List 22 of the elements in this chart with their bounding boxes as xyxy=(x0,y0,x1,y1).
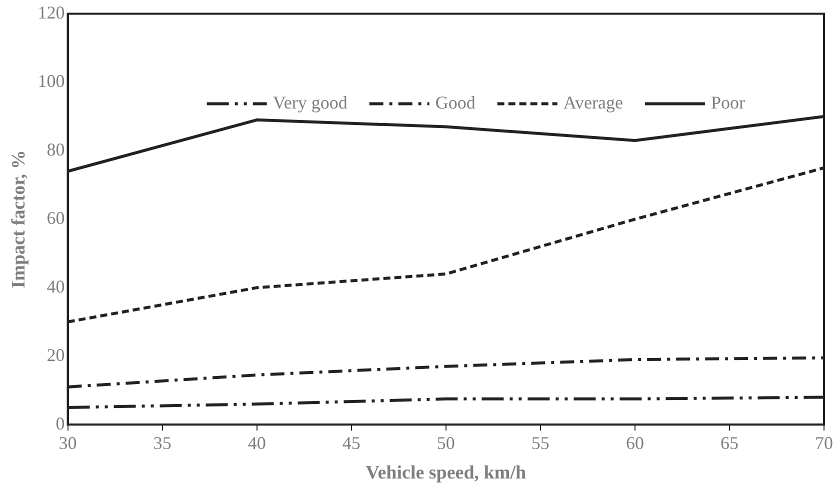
legend-label: Average xyxy=(563,92,623,113)
y-tick-label: 80 xyxy=(46,139,65,160)
legend-label: Good xyxy=(435,92,476,113)
legend-label: Very good xyxy=(272,92,348,113)
y-tick-label: 60 xyxy=(46,208,65,228)
x-tick-label: 65 xyxy=(720,433,738,454)
legend-label: Poor xyxy=(710,92,745,113)
x-tick-label: 70 xyxy=(815,433,833,454)
x-tick-label: 60 xyxy=(626,433,644,454)
x-tick-label: 35 xyxy=(153,433,172,454)
y-tick-label: 40 xyxy=(46,276,65,296)
x-tick-label: 50 xyxy=(436,433,455,454)
y-axis-title: Impact factor, % xyxy=(8,150,30,288)
y-tick-label: 120 xyxy=(38,2,65,23)
y-tick-label: 0 xyxy=(56,413,65,434)
x-tick-label: 40 xyxy=(248,433,266,454)
x-tick-label: 30 xyxy=(58,433,77,454)
y-tick-label: 20 xyxy=(46,344,65,365)
y-tick-label: 100 xyxy=(38,71,65,91)
x-axis-title: Vehicle speed, km/h xyxy=(366,462,526,484)
x-tick-label: 45 xyxy=(342,433,360,454)
x-tick-label: 55 xyxy=(531,433,550,454)
